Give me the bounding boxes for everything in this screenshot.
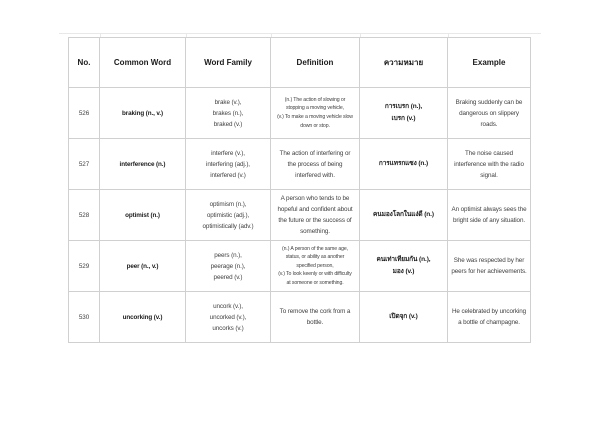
cell-example: Braking suddenly can be dangerous on sli… bbox=[447, 87, 531, 139]
header-meaning: ความหมาย bbox=[359, 37, 448, 88]
cell-common-word: braking (n., v.) bbox=[99, 87, 186, 139]
cell-word-family: interfere (v.), interfering (adj.), inte… bbox=[185, 138, 271, 190]
cell-no: 528 bbox=[68, 189, 100, 241]
table-row: 526 braking (n., v.) brake (v.), brakes … bbox=[68, 87, 531, 139]
previous-row-remnant-tick bbox=[186, 33, 187, 37]
cell-no: 527 bbox=[68, 138, 100, 190]
cell-common-word: uncorking (v.) bbox=[99, 291, 186, 343]
cell-definition: (n.) The action of slowing or stopping a… bbox=[270, 87, 360, 139]
header-row: No. Common Word Word Family Definition ค… bbox=[68, 37, 531, 88]
cell-no: 529 bbox=[68, 240, 100, 292]
header-word-family: Word Family bbox=[185, 37, 271, 88]
cell-definition: (n.) A person of the same age, status, o… bbox=[270, 240, 360, 292]
cell-example: An optimist always sees the bright side … bbox=[447, 189, 531, 241]
cell-meaning: การเบรก (n.), เบรก (v.) bbox=[359, 87, 448, 139]
header-example: Example bbox=[447, 37, 531, 88]
previous-row-remnant-tick bbox=[360, 33, 361, 37]
cell-definition: A person who tends to be hopeful and con… bbox=[270, 189, 360, 241]
cell-no: 526 bbox=[68, 87, 100, 139]
cell-no: 530 bbox=[68, 291, 100, 343]
cell-definition: To remove the cork from a bottle. bbox=[270, 291, 360, 343]
cell-meaning: คนเท่าเทียมกัน (n.), มอง (v.) bbox=[359, 240, 448, 292]
cell-definition: The action of interfering or the process… bbox=[270, 138, 360, 190]
cell-common-word: peer (n., v.) bbox=[99, 240, 186, 292]
cell-example: The noise caused interference with the r… bbox=[447, 138, 531, 190]
cell-meaning: เปิดจุก (v.) bbox=[359, 291, 448, 343]
cell-example: She was respected by her peers for her a… bbox=[447, 240, 531, 292]
cell-meaning: คนมองโลกในแง่ดี (n.) bbox=[359, 189, 448, 241]
cell-word-family: brake (v.), brakes (n.), braked (v.) bbox=[185, 87, 271, 139]
cell-common-word: interference (n.) bbox=[99, 138, 186, 190]
cell-word-family: optimism (n.), optimistic (adj.), optimi… bbox=[185, 189, 271, 241]
cell-meaning: การแทรกแซง (n.) bbox=[359, 138, 448, 190]
table-row: 530 uncorking (v.) uncork (v.), uncorked… bbox=[68, 291, 531, 343]
header-common-word: Common Word bbox=[99, 37, 186, 88]
previous-row-remnant-tick bbox=[100, 33, 101, 37]
cell-word-family: peers (n.), peerage (n.), peered (v.) bbox=[185, 240, 271, 292]
previous-row-remnant-tick bbox=[448, 33, 449, 37]
cell-word-family: uncork (v.), uncorked (v.), uncorks (v.) bbox=[185, 291, 271, 343]
table-row: 527 interference (n.) interfere (v.), in… bbox=[68, 138, 531, 190]
previous-row-remnant-tick bbox=[271, 33, 272, 37]
table-row: 528 optimist (n.) optimism (n.), optimis… bbox=[68, 189, 531, 241]
header-definition: Definition bbox=[270, 37, 360, 88]
header-no: No. bbox=[68, 37, 100, 88]
previous-row-remnant-line bbox=[59, 33, 541, 34]
table-row: 529 peer (n., v.) peers (n.), peerage (n… bbox=[68, 240, 531, 292]
cell-example: He celebrated by uncorking a bottle of c… bbox=[447, 291, 531, 343]
cell-common-word: optimist (n.) bbox=[99, 189, 186, 241]
vocabulary-table: No. Common Word Word Family Definition ค… bbox=[68, 37, 531, 343]
